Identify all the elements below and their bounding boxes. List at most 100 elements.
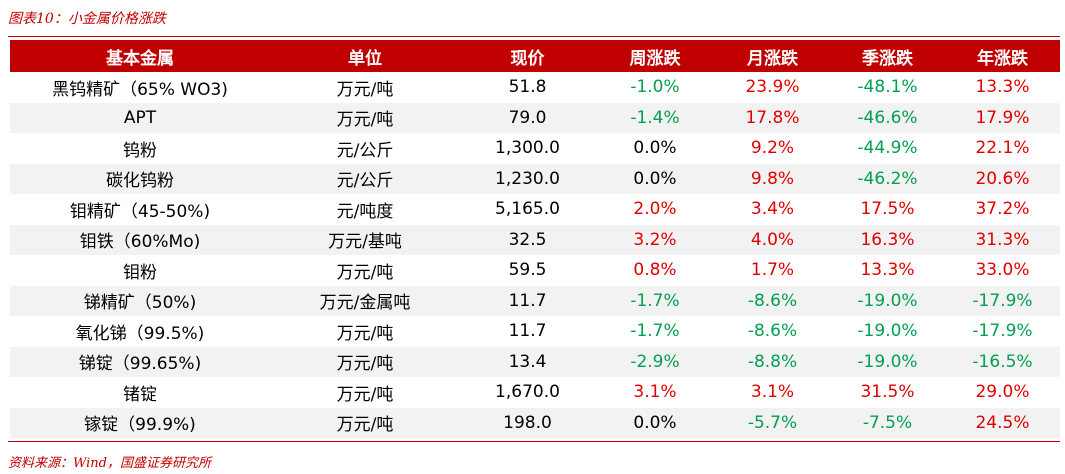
table-cell: 1,300.0	[495, 138, 560, 159]
table-cell: 24.5%	[945, 407, 1060, 438]
table-row: 镓锭（99.9%) 万元/吨 198.0 0.0% -5.7% -7.5% 24.5%	[10, 407, 1060, 438]
table-cell: 锑锭（99.65%)	[10, 346, 270, 377]
table-cell: 37.2%	[975, 199, 1030, 220]
table-row: 锑精矿（50%) 万元/金属吨 11.7 -1.7% -8.6% -19.0% -17.9%	[10, 285, 1060, 316]
table-cell: 3.4%	[750, 199, 795, 220]
table-cell: -44.9%	[857, 138, 918, 159]
table-cell: 0.0%	[595, 407, 715, 438]
table-cell: 51.8	[508, 77, 547, 98]
table-cell: 13.3%	[860, 260, 915, 281]
table-cell: -8.6%	[747, 321, 798, 342]
table-cell: 锑精矿（50%)	[10, 285, 270, 316]
table-cell: 0.0%	[633, 138, 677, 159]
table-cell: 11.7	[460, 285, 595, 316]
table-cell: 17.8%	[715, 102, 830, 133]
table-cell: 29.0%	[975, 382, 1030, 403]
table-row: 钨粉 元/公斤 1,300.0 0.0% 9.2% -44.9% 22.1%	[10, 133, 1060, 164]
table-cell: 23.9%	[745, 77, 800, 98]
table-cell: 万元/吨	[270, 346, 460, 377]
table-row: 钼粉 万元/吨 59.5 0.8% 1.7% 13.3% 33.0%	[10, 255, 1060, 286]
table-cell: -8.8%	[715, 346, 830, 377]
column-header: 单位	[270, 40, 460, 72]
source-note: 资料来源：Wind，国盛证券研究所	[8, 456, 211, 471]
table-cell: 钼铁（60%Mo)	[10, 224, 270, 255]
table-cell: 黑钨精矿（65% WO3)	[52, 79, 228, 100]
figure-title: 图表10：小金属价格涨跌	[8, 11, 166, 27]
table-cell: 钼精矿（45-50%)	[69, 201, 211, 222]
table-cell: 元/吨度	[336, 201, 394, 222]
table-cell: -19.0%	[857, 321, 918, 342]
table-cell: -46.2%	[830, 163, 945, 194]
column-header: 季涨跌	[830, 40, 945, 72]
table-row: 碳化钨粉 元/公斤 1,230.0 0.0% 9.8% -46.2% 20.6%	[10, 163, 1060, 194]
table-cell: -1.0%	[630, 77, 680, 98]
table-cell: -1.7%	[595, 285, 715, 316]
table-cell: -2.9%	[595, 346, 715, 377]
table-cell: 22.1%	[975, 138, 1030, 159]
table-cell: 9.8%	[715, 163, 830, 194]
table-cell: 碳化钨粉	[10, 163, 270, 194]
table-cell: 17.5%	[860, 199, 915, 220]
table-cell: 13.4	[460, 346, 595, 377]
table-cell: 万元/吨	[336, 384, 394, 405]
table-cell: 4.0%	[715, 224, 830, 255]
table-cell: APT	[10, 102, 270, 133]
table-row: 锗锭 万元/吨 1,670.0 3.1% 3.1% 31.5% 29.0%	[10, 377, 1060, 408]
table-cell: 万元/吨	[336, 79, 394, 100]
table-cell: 32.5	[460, 224, 595, 255]
table-cell: -46.6%	[830, 102, 945, 133]
table-cell: 1,670.0	[495, 382, 560, 403]
table-cell: 20.6%	[945, 163, 1060, 194]
table-cell: 万元/吨	[270, 102, 460, 133]
table-cell: 0.8%	[633, 260, 677, 281]
price-table: 基本金属 单位 现价 周涨跌 月涨跌 季涨跌 年涨跌 黑钨精矿（65% WO3) 万元/吨 51…	[10, 40, 1060, 438]
column-header: 基本金属	[10, 40, 270, 72]
table-cell: 锗锭	[123, 384, 157, 405]
table-cell: 0.0%	[595, 163, 715, 194]
table-cell: 31.5%	[860, 382, 915, 403]
table-cell: 1.7%	[750, 260, 795, 281]
table-row: 氧化锑（99.5%) 万元/吨 11.7 -1.7% -8.6% -19.0% -17.9%	[10, 316, 1060, 347]
table-cell: 1,230.0	[460, 163, 595, 194]
table-cell: 5,165.0	[495, 199, 560, 220]
table-cell: 3.1%	[633, 382, 677, 403]
table-cell: 198.0	[460, 407, 595, 438]
table-cell: 79.0	[460, 102, 595, 133]
column-header: 现价	[460, 40, 595, 72]
table-row: 钼铁（60%Mo) 万元/基吨 32.5 3.2% 4.0% 16.3% 31.3%	[10, 224, 1060, 255]
table-cell: 万元/吨	[336, 262, 394, 283]
table-cell: 59.5	[508, 260, 547, 281]
table-cell: 万元/吨	[336, 323, 394, 344]
divider	[8, 441, 1060, 442]
divider	[8, 36, 1060, 37]
table-cell: 31.3%	[945, 224, 1060, 255]
table-row: APT 万元/吨 79.0 -1.4% 17.8% -46.6% 17.9%	[10, 102, 1060, 133]
table-cell: 13.3%	[975, 77, 1030, 98]
table-cell: 2.0%	[633, 199, 677, 220]
table-cell: 11.7	[508, 321, 547, 342]
table-cell: 33.0%	[975, 260, 1030, 281]
column-header: 周涨跌	[595, 40, 715, 72]
table-cell: -19.0%	[830, 346, 945, 377]
table-cell: 万元/吨	[270, 407, 460, 438]
table-row: 锑锭（99.65%) 万元/吨 13.4 -2.9% -8.8% -19.0% -16.5%	[10, 346, 1060, 377]
table-cell: 17.9%	[945, 102, 1060, 133]
table-cell: -17.9%	[972, 321, 1033, 342]
table-cell: -1.7%	[630, 321, 680, 342]
table-cell: -5.7%	[715, 407, 830, 438]
column-header: 月涨跌	[715, 40, 830, 72]
table-cell: 钨粉	[123, 140, 157, 161]
table-cell: 万元/基吨	[270, 224, 460, 255]
table-cell: 3.1%	[750, 382, 795, 403]
table-cell: -7.5%	[830, 407, 945, 438]
table-cell: 钼粉	[123, 262, 157, 283]
table-row: 黑钨精矿（65% WO3) 万元/吨 51.8 -1.0% 23.9% -48.1% 13.…	[10, 72, 1060, 103]
table-cell: 万元/金属吨	[270, 285, 460, 316]
column-header: 年涨跌	[945, 40, 1060, 72]
table-cell: 3.2%	[595, 224, 715, 255]
table-cell: -8.6%	[715, 285, 830, 316]
table-cell: 元/公斤	[336, 140, 394, 161]
table-cell: -16.5%	[945, 346, 1060, 377]
table-cell: -19.0%	[830, 285, 945, 316]
